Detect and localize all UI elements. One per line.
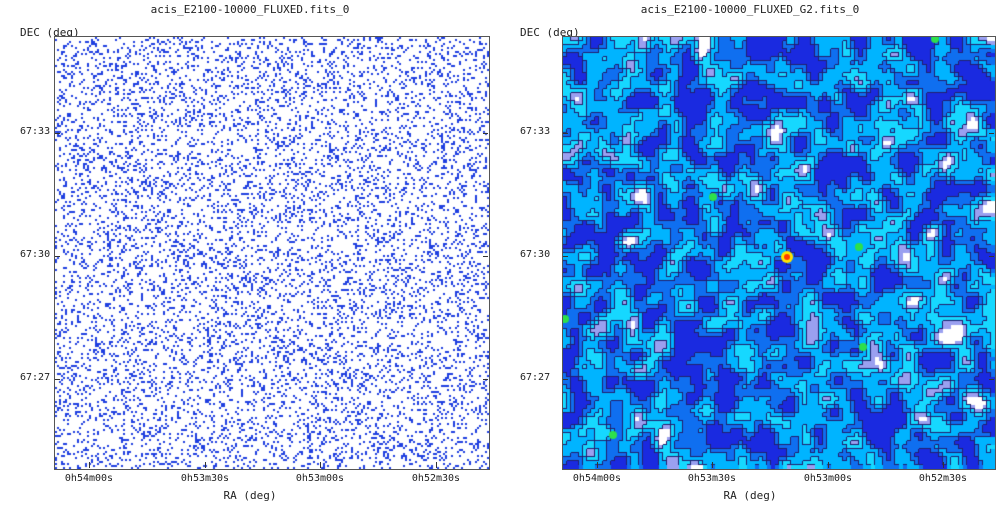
y-tick-mark [989,256,994,257]
y-tick-mark [989,133,994,134]
x-tick-mark [943,462,944,468]
y-tick-mark [483,379,488,380]
x-tick-label: 0h52m30s [918,473,968,484]
chart-title: acis_E2100-10000_FLUXED.fits_0 [150,3,350,16]
smoothed-image [563,37,995,469]
y-tick-mark [563,133,568,134]
y-tick-label: 67:30 [520,249,551,260]
x-tick-label: 0h54m00s [64,473,114,484]
plot-area[interactable] [54,36,490,470]
plot-area[interactable] [562,36,996,470]
x-tick-label: 0h53m30s [180,473,230,484]
chart-panel-right: acis_E2100-10000_FLUXED_G2.fits_0 DEC (d… [500,0,1000,507]
y-tick-mark [989,379,994,380]
x-tick-label: 0h53m00s [803,473,853,484]
x-tick-label: 0h54m00s [572,473,622,484]
x-tick-mark [320,462,321,468]
x-tick-mark [436,462,437,468]
y-tick-mark [563,379,568,380]
counts-image [55,37,489,469]
x-tick-mark [89,462,90,468]
chart-panel-left: acis_E2100-10000_FLUXED.fits_0 DEC (deg)… [20,3,490,502]
x-tick-mark [205,462,206,468]
chart-title: acis_E2100-10000_FLUXED_G2.fits_0 [640,3,860,16]
y-tick-mark [483,133,488,134]
x-tick-mark [828,462,829,468]
x-tick-mark [712,462,713,468]
y-axis-label: DEC (deg) [520,26,580,39]
x-tick-label: 0h52m30s [411,473,461,484]
y-tick-mark [55,256,60,257]
y-tick-mark [55,133,60,134]
y-tick-mark [563,256,568,257]
x-axis-label: RA (deg) [723,489,777,502]
y-tick-mark [483,256,488,257]
y-tick-label: 67:30 [20,249,51,260]
x-axis-label: RA (deg) [223,489,277,502]
y-tick-label: 67:33 [20,126,51,137]
y-tick-label: 67:27 [20,372,51,383]
x-tick-mark [597,462,598,468]
y-tick-label: 67:33 [520,126,551,137]
x-tick-label: 0h53m30s [687,473,737,484]
x-tick-label: 0h53m00s [295,473,345,484]
y-tick-mark [55,379,60,380]
y-axis-label: DEC (deg) [20,26,80,39]
y-tick-label: 67:27 [520,372,551,383]
